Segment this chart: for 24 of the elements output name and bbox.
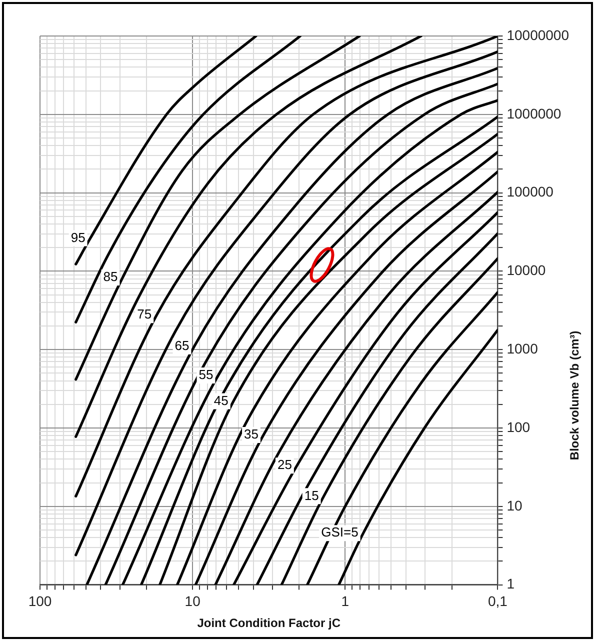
y-tick-label: 100000 (506, 184, 554, 200)
y-tick-label: 1000 (506, 340, 538, 356)
series-label: 75 (137, 306, 152, 322)
x-tick-label: 1 (341, 593, 350, 610)
series-label: 35 (244, 426, 258, 442)
series-label: 85 (103, 269, 118, 284)
y-tick-label: 10000000 (506, 26, 570, 43)
series-label: 55 (198, 367, 214, 382)
y-tick-label: 10 (506, 497, 522, 514)
y-tick-label: 1 (506, 576, 515, 592)
y-axis-title: Block volume Vb (cm³) (567, 330, 582, 460)
y-tick-label: 10000 (506, 262, 546, 278)
x-axis-title: Joint Condition Factor jC (197, 616, 341, 630)
series-label: 25 (277, 457, 292, 472)
y-tick-label: 100 (506, 418, 530, 435)
series-label: 15 (304, 488, 319, 503)
x-tick-label: 0,1 (488, 593, 508, 610)
x-tick-label: 10 (184, 593, 201, 610)
series-label: 95 (70, 230, 86, 245)
x-tick-label: 100 (28, 593, 52, 610)
y-tick-label: 1000000 (506, 105, 562, 122)
series-label: GSI=5 (321, 524, 358, 540)
series-label: 65 (174, 338, 190, 353)
series-label: 45 (214, 392, 228, 408)
